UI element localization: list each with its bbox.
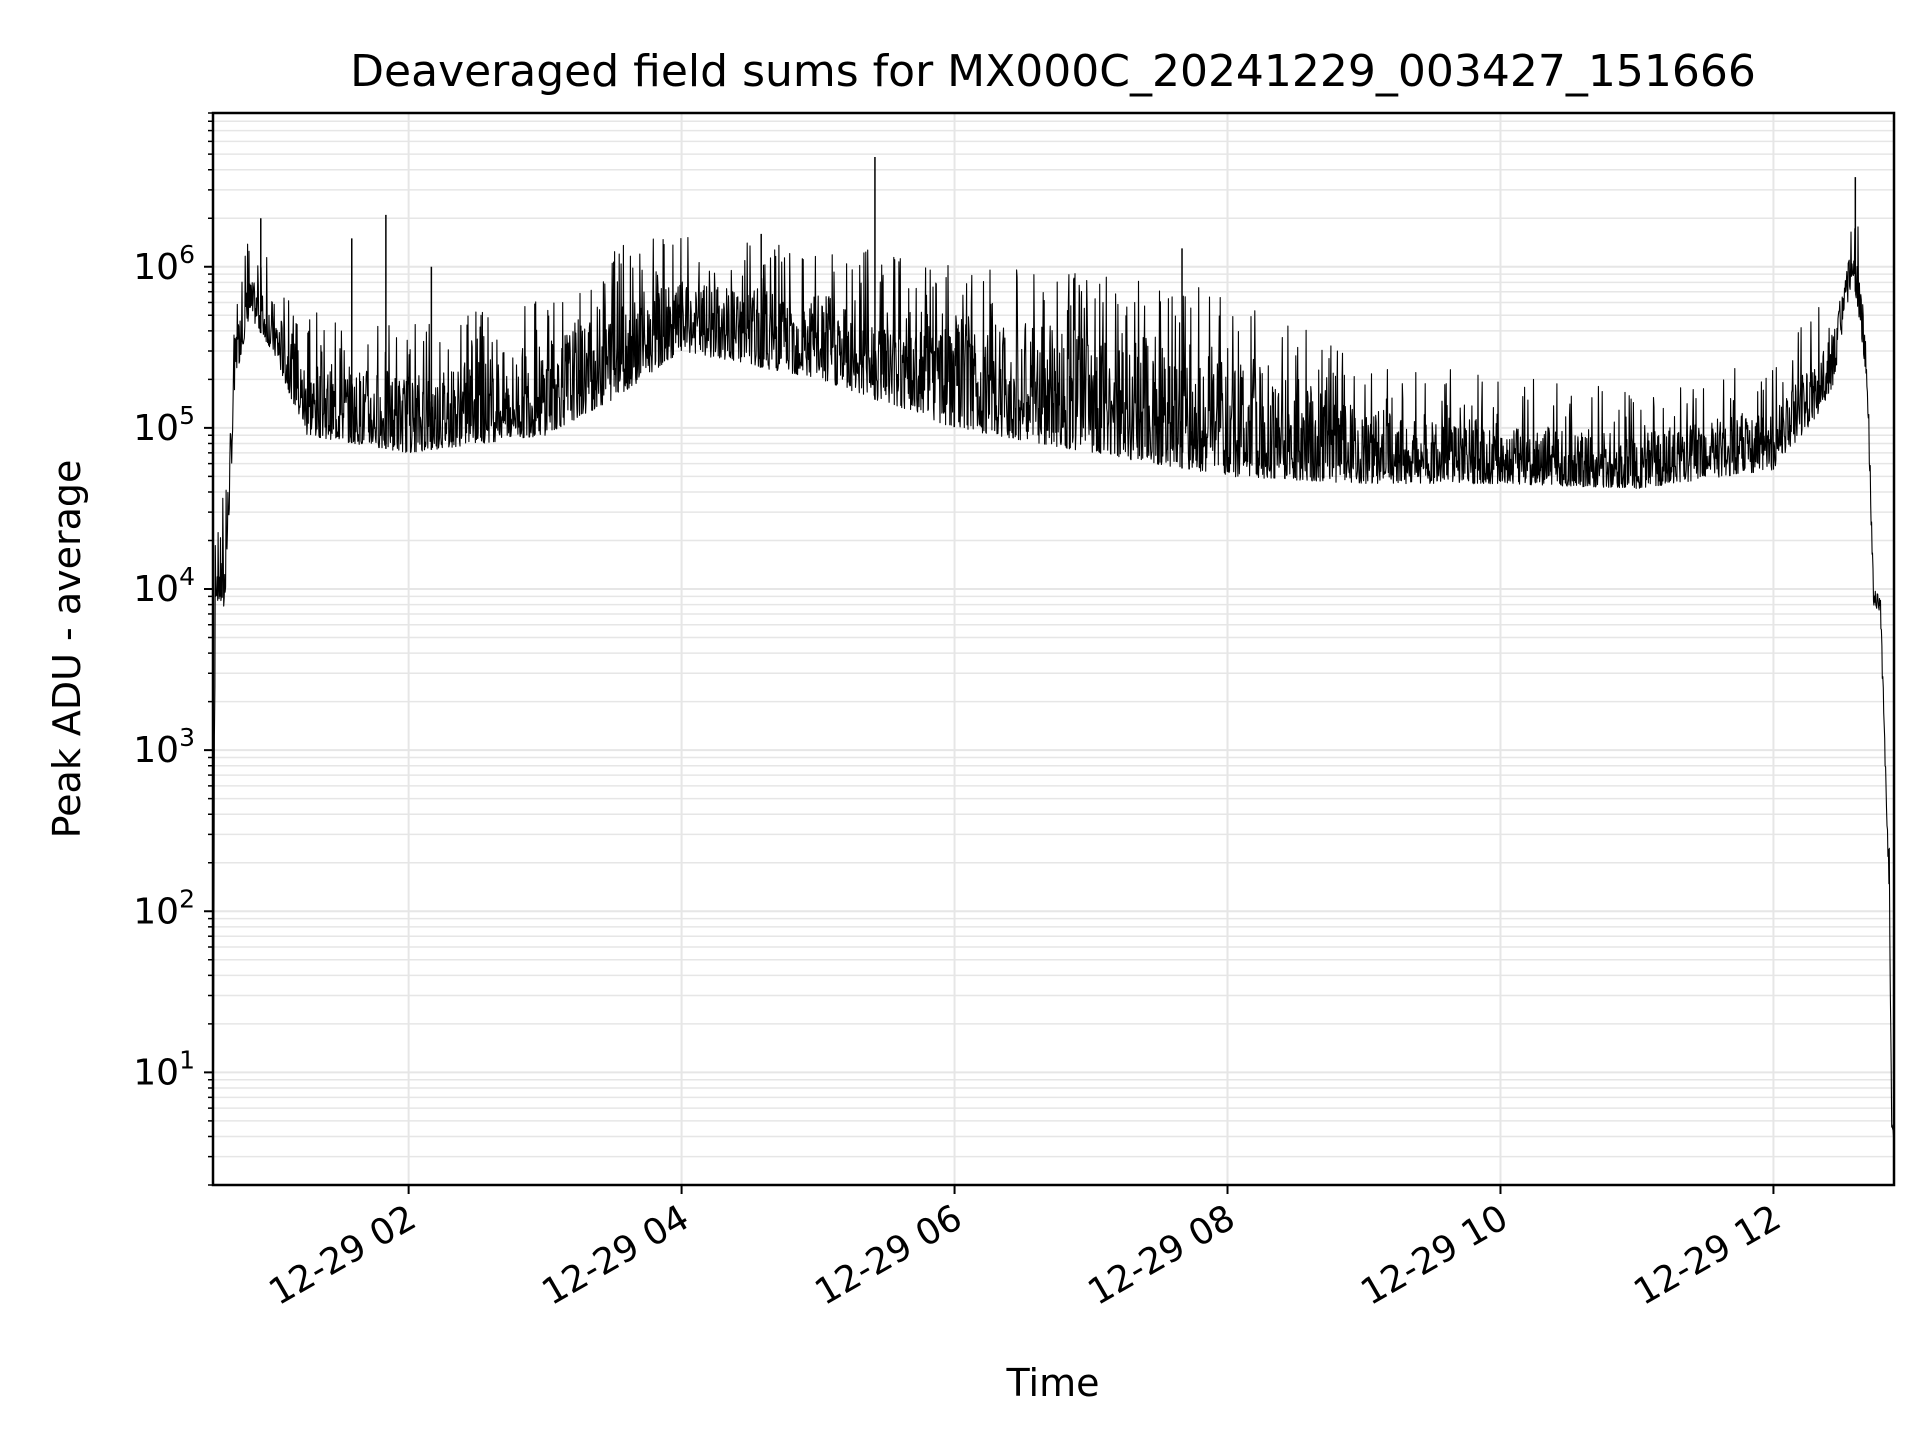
series-line [212, 226, 1895, 1186]
y-tick-label: 102 [133, 884, 195, 932]
x-axis: 12-29 02 12-29 04 12-29 06 12-29 08 12-29 10… [262, 1185, 1788, 1314]
y-axis: 101 102 103 104 105 106 [133, 112, 213, 1186]
data-series [212, 156, 1895, 1186]
y-tick-label: 103 [133, 723, 195, 771]
y-tick-label: 105 [133, 401, 195, 449]
y-tick-label: 101 [133, 1045, 195, 1093]
y-tick-label: 104 [133, 562, 195, 610]
grid [213, 112, 1894, 1186]
plot-frame [211, 111, 1896, 1187]
x-tick-label: 12-29 08 [1081, 1197, 1242, 1313]
x-tick-label: 12-29 06 [808, 1197, 969, 1313]
chart-title: Deaveraged field sums for MX000C_2024122… [350, 46, 1756, 97]
x-axis-label: Time [1006, 1361, 1100, 1405]
x-tick-label: 12-29 02 [262, 1197, 423, 1313]
x-tick-label: 12-29 12 [1627, 1197, 1788, 1313]
x-tick-label: 12-29 04 [535, 1197, 696, 1313]
x-tick-label: 12-29 10 [1354, 1197, 1515, 1313]
y-tick-label: 106 [133, 240, 195, 288]
y-axis-label: Peak ADU - average [45, 460, 89, 839]
